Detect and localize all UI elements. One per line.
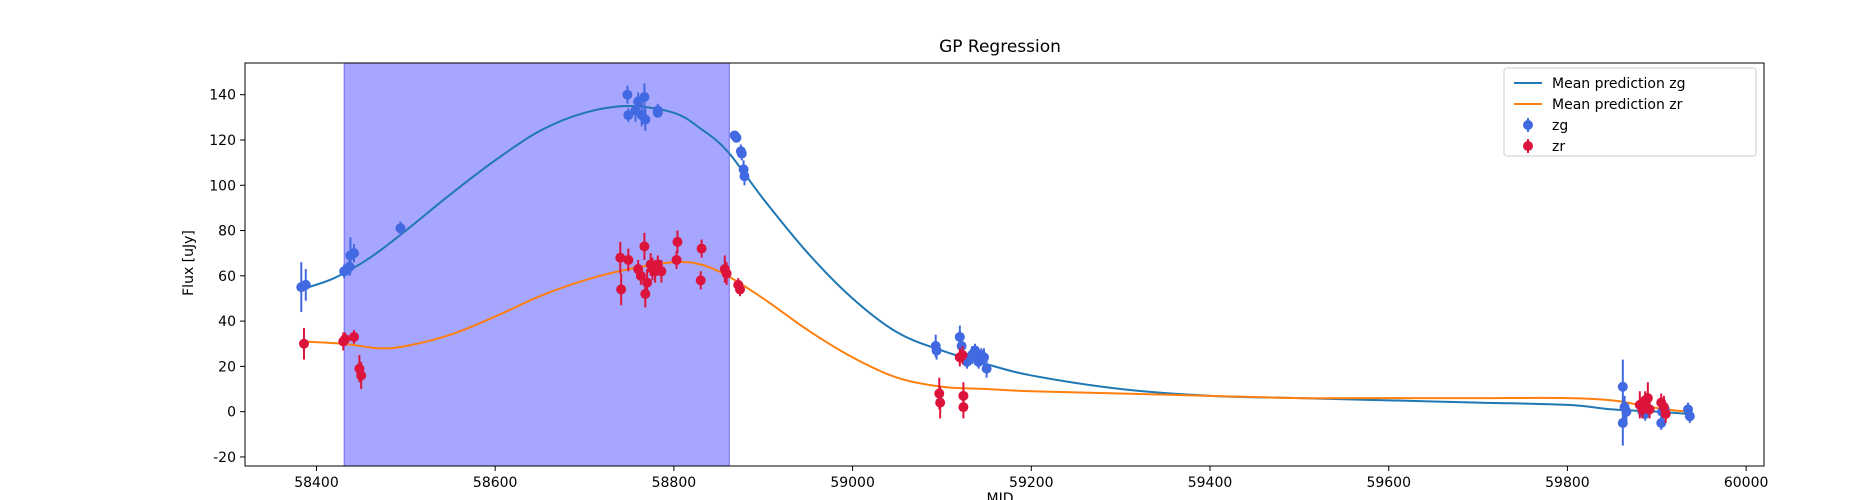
point-zr <box>1660 404 1671 423</box>
legend-box <box>1503 67 1757 157</box>
point-zg <box>739 167 750 186</box>
point-zr <box>957 346 968 365</box>
x-tick-label: 58600 <box>473 475 518 491</box>
svg-text:Mean prediction zr: Mean prediction zr <box>1552 97 1683 113</box>
point-zr <box>671 250 682 270</box>
point-zr <box>616 273 627 306</box>
legend-entry-mean-prediction-zr: Mean prediction zr <box>1514 97 1683 113</box>
point-zg <box>931 341 942 360</box>
point-zg <box>1621 402 1632 421</box>
point-zg <box>349 244 360 263</box>
point-zr <box>642 269 653 297</box>
legend-entry-zg: zg <box>1523 118 1568 134</box>
y-tick-label: 140 <box>209 88 236 104</box>
y-axis-label: Flux [uJy] <box>181 230 197 296</box>
plot-area <box>296 63 1695 466</box>
x-axis-label: MJD <box>987 491 1014 500</box>
x-tick-label: 59600 <box>1366 475 1411 491</box>
point-zr <box>735 282 746 297</box>
point-zr <box>935 386 946 419</box>
point-zr <box>1644 400 1655 419</box>
point-zr <box>958 395 969 419</box>
y-tick-label: 0 <box>227 405 236 421</box>
point-zg <box>1684 409 1695 423</box>
y-tick-label: -20 <box>213 450 236 466</box>
y-tick-label: 100 <box>209 178 236 194</box>
plot-frame <box>244 62 1765 467</box>
x-tick-label: 59800 <box>1545 475 1590 491</box>
point-zg <box>623 108 634 122</box>
point-zr <box>721 262 732 285</box>
y-tick-label: 20 <box>218 359 236 375</box>
point-zg <box>640 108 651 131</box>
svg-text:zr: zr <box>1552 139 1565 155</box>
point-zg <box>639 83 650 111</box>
point-zr <box>695 271 706 290</box>
y-tick-label: 80 <box>218 224 236 240</box>
x-tick-label: 59200 <box>1009 475 1054 491</box>
y-tick-label: 40 <box>218 314 236 330</box>
x-tick-label: 59000 <box>830 475 875 491</box>
y-tick-label: 120 <box>209 133 236 149</box>
point-zr <box>635 266 646 285</box>
point-zr <box>696 239 707 258</box>
mean-line-zr <box>301 260 1689 413</box>
x-tick-label: 59400 <box>1188 475 1233 491</box>
x-tick-label: 58800 <box>652 475 697 491</box>
point-zg <box>1617 400 1628 446</box>
mean-line-zg <box>300 105 1689 415</box>
point-zr <box>615 241 626 274</box>
legend-entry-mean-prediction-zg: Mean prediction zg <box>1514 76 1686 92</box>
legend-entry-zr: zr <box>1523 139 1565 155</box>
point-zr <box>672 230 683 254</box>
point-zr <box>656 259 667 283</box>
point-zg <box>622 85 633 104</box>
point-zg <box>395 221 406 236</box>
svg-text:Mean prediction zg: Mean prediction zg <box>1552 76 1686 92</box>
point-zr <box>340 332 351 347</box>
point-zr <box>639 232 650 260</box>
point-zg <box>652 107 663 118</box>
legend: Mean prediction zg Mean prediction zr zg zr <box>1503 67 1757 157</box>
point-zr <box>298 327 309 360</box>
axes: 58400 58600 58800 59000 59200 59400 59600 59800… <box>209 62 1769 491</box>
point-zg <box>300 269 311 301</box>
x-tick-label: 60000 <box>1724 475 1769 491</box>
point-zr <box>356 361 367 390</box>
point-zg <box>731 132 742 143</box>
point-zr <box>623 248 634 272</box>
svg-text:zg: zg <box>1552 118 1568 134</box>
x-tick-label: 58400 <box>294 475 339 491</box>
point-zg <box>736 146 747 161</box>
chart-title: GP Regression <box>939 37 1061 57</box>
shaded-region <box>343 63 730 466</box>
point-zr <box>349 330 360 344</box>
y-tick-label: 60 <box>218 269 236 285</box>
point-zg <box>981 359 992 378</box>
